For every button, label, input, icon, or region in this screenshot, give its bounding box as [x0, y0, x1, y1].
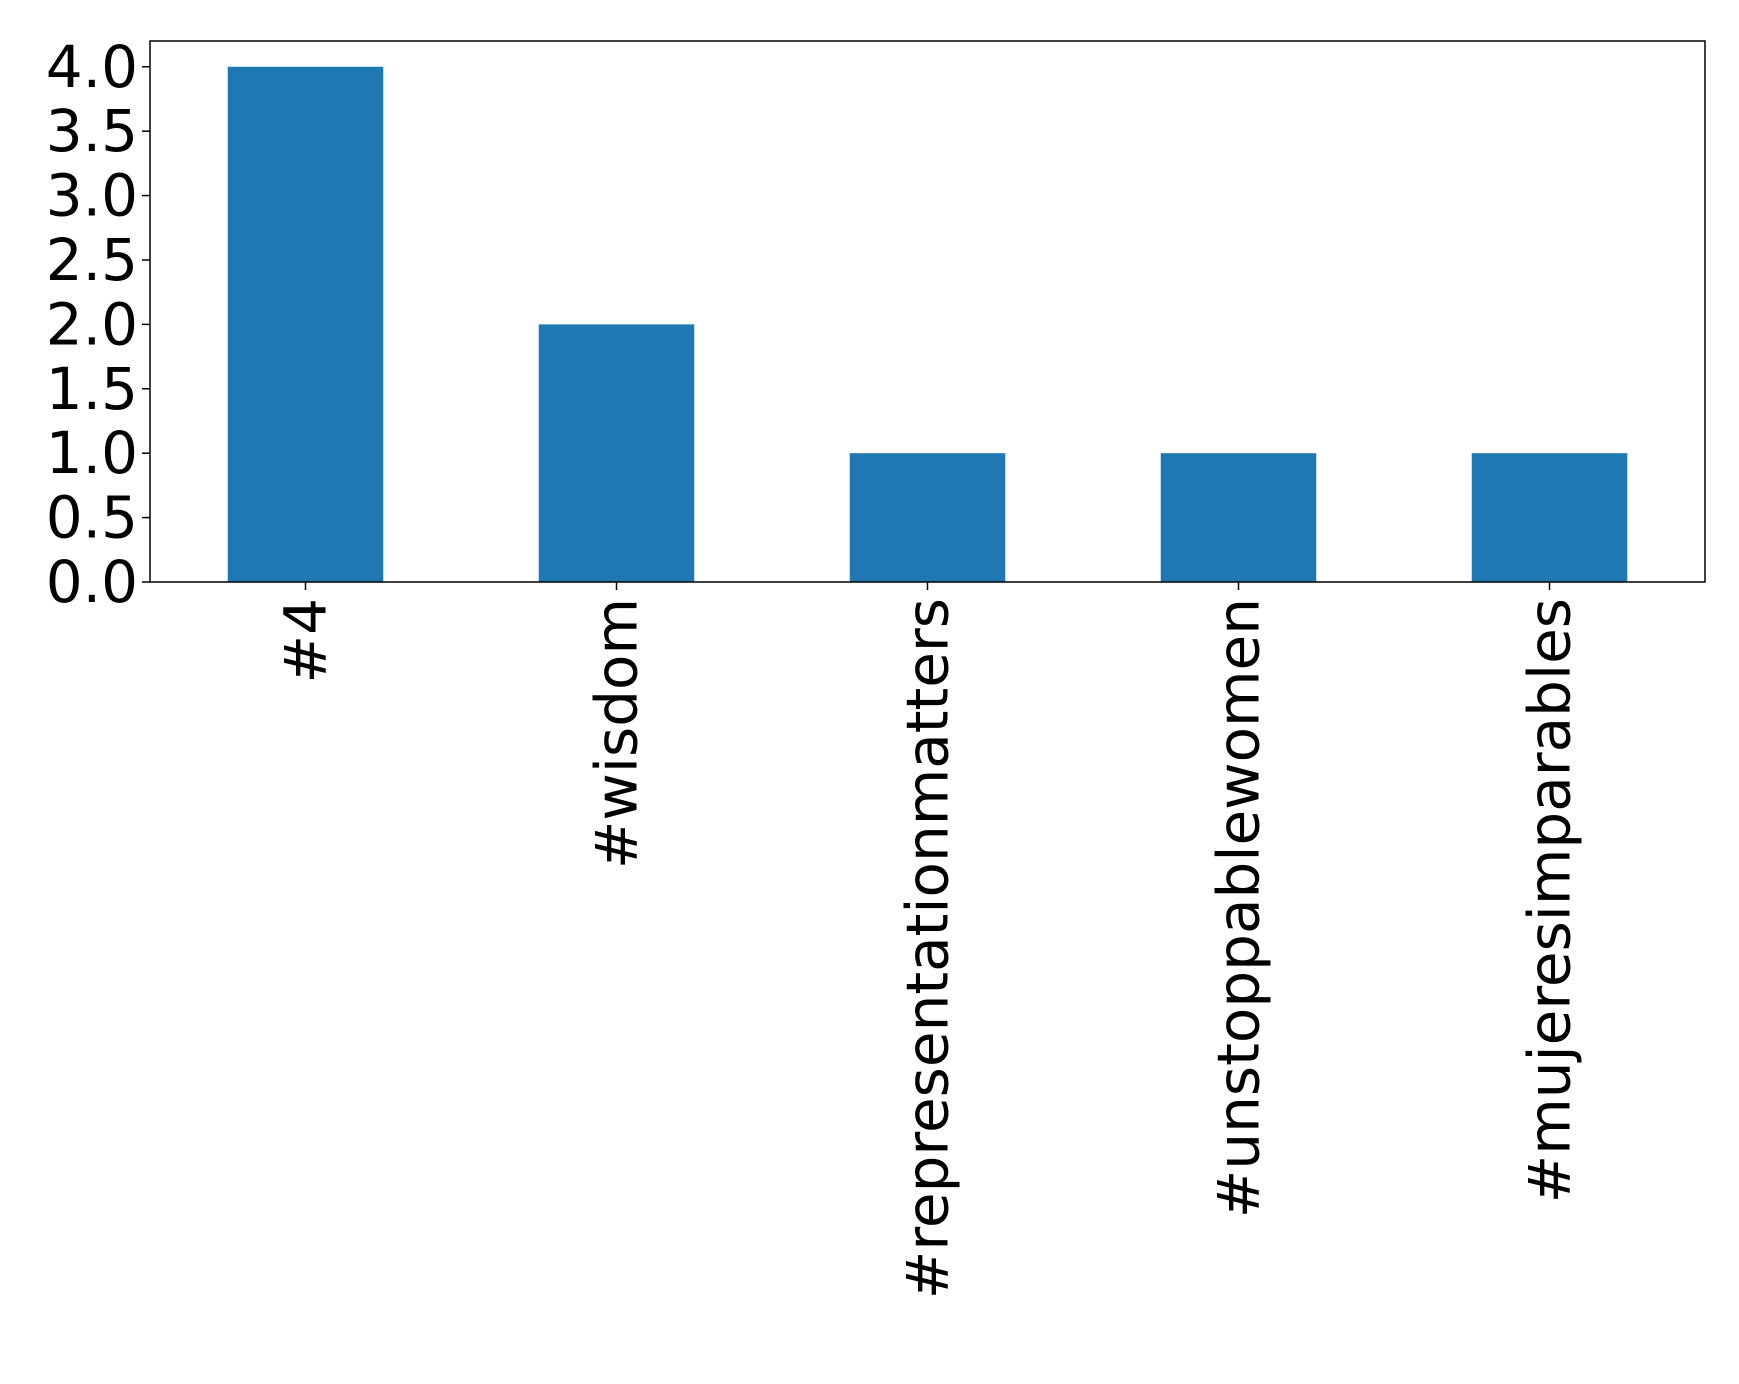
y-tick-label: 0.5 [46, 484, 138, 552]
bar [1160, 453, 1317, 582]
x-tick-label: #4 [272, 598, 340, 684]
bar [849, 453, 1006, 582]
x-tick-label: #mujeresimparables [1516, 598, 1584, 1203]
x-axis: #4 #wisdom #representationmatters #unstoppa… [272, 582, 1584, 1299]
bar [227, 66, 384, 582]
x-tick-label: #representationmatters [894, 598, 962, 1299]
y-tick-label: 0.0 [46, 548, 138, 616]
y-tick-label: 2.5 [46, 226, 138, 294]
y-axis: 0.00.51.01.52.02.53.03.54.0 [46, 33, 150, 616]
y-tick-label: 2.0 [46, 290, 138, 358]
bar [538, 324, 695, 582]
x-tick-label: #wisdom [583, 598, 651, 869]
bars-group [227, 66, 1628, 582]
y-tick-label: 3.0 [46, 162, 138, 230]
x-tick-label: #unstoppablewomen [1205, 598, 1273, 1218]
bar [1471, 453, 1628, 582]
y-tick-label: 3.5 [46, 97, 138, 165]
y-tick-label: 1.0 [46, 419, 138, 487]
y-tick-label: 1.5 [46, 355, 138, 423]
y-tick-label: 4.0 [46, 33, 138, 101]
